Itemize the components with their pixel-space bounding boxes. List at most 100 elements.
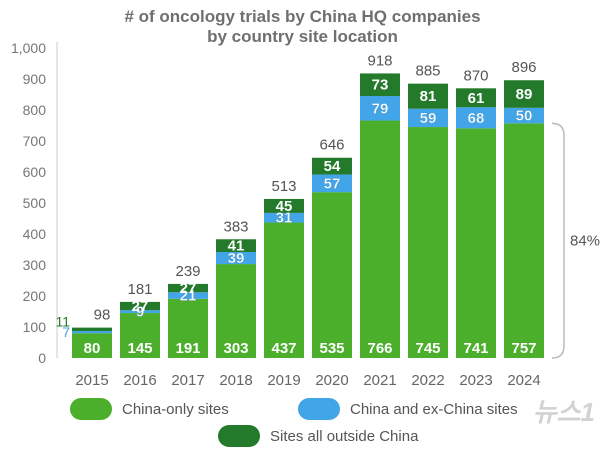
bar-segment-2019-1: [264, 212, 304, 223]
legend-item-outside-china: Sites all outside China: [218, 425, 418, 447]
total-label: 239: [175, 263, 200, 280]
data-label-china-only: 741: [463, 340, 488, 357]
data-label-china-and-ex-china: 50: [516, 108, 533, 125]
data-label-china-and-ex-china: 39: [228, 250, 245, 267]
data-label-outside-china: 45: [276, 198, 293, 215]
legend-item-china-only: China-only sites: [70, 398, 229, 420]
bar-segment-2019-2: [264, 198, 304, 213]
x-tick-label: 2017: [171, 372, 204, 389]
bar-segment-2023-1: [456, 107, 496, 129]
bar-segment-2015-0: [72, 333, 112, 358]
x-tick-label: 2022: [411, 372, 444, 389]
x-tick-label: 2018: [219, 372, 252, 389]
legend-swatch-china-only: [70, 398, 112, 420]
y-tick-label: 700: [23, 133, 47, 149]
bar-segment-2021-0: [360, 120, 400, 358]
bar-segment-2016-1: [120, 310, 160, 314]
bar-segment-2024-0: [504, 123, 544, 358]
y-tick-label: 600: [23, 164, 47, 180]
total-label: 513: [271, 178, 296, 195]
x-tick-label: 2024: [507, 372, 540, 389]
bar-segment-2017-0: [168, 298, 208, 358]
data-label-china-and-ex-china: 57: [324, 175, 341, 192]
data-label-outside-china: 41: [228, 238, 245, 255]
bar-segment-2019-0: [264, 222, 304, 358]
total-label: 918: [367, 52, 392, 69]
data-label-china-and-ex-china: 9: [136, 304, 144, 321]
data-label-china-and-ex-china: 21: [180, 288, 197, 305]
bar-segment-2021-1: [360, 96, 400, 121]
total-label: 646: [319, 137, 344, 154]
data-label-outside-china: 54: [324, 158, 341, 175]
bar-segment-2020-0: [312, 192, 352, 358]
bar-segment-2022-0: [408, 127, 448, 358]
bar-segment-2017-1: [168, 292, 208, 299]
data-label-china-only: 745: [415, 340, 440, 357]
total-label: 870: [463, 67, 488, 84]
bar-segment-2015-2: [72, 327, 112, 332]
data-label-china-only: 80: [84, 340, 101, 357]
bar-segment-2018-0: [216, 264, 256, 358]
total-label: 181: [127, 281, 152, 298]
data-label-china-only: 535: [319, 340, 344, 357]
legend-label-outside-china: Sites all outside China: [270, 427, 419, 445]
y-tick-label: 1,000: [11, 40, 46, 56]
total-label: 383: [223, 218, 248, 235]
data-label-china-and-ex-china: 68: [468, 110, 485, 127]
bar-segment-2024-1: [504, 107, 544, 124]
data-label-china-and-ex-china: 59: [420, 110, 437, 127]
bar-segment-2017-2: [168, 283, 208, 293]
total-label: 885: [415, 63, 440, 80]
y-tick-label: 800: [23, 102, 47, 118]
data-label-outside-china: 89: [516, 86, 533, 103]
data-label-china-and-ex-china: 79: [372, 100, 389, 117]
bar-segment-2020-1: [312, 174, 352, 193]
annotation-bracket: [551, 122, 565, 359]
bar-segment-2023-0: [456, 128, 496, 358]
legend-swatch-china-and-ex-china: [298, 398, 340, 420]
data-label-outside-china: 27: [132, 298, 149, 315]
x-tick-label: 2016: [123, 372, 156, 389]
data-label-china-only: 303: [223, 340, 248, 357]
legend-label-china-and-ex-china: China and ex-China sites: [350, 400, 518, 418]
annotation-label: 84%: [570, 233, 600, 250]
data-label-china-and-ex-china: 7: [62, 324, 70, 340]
data-label-outside-china: 27: [180, 280, 197, 297]
bar-segment-2015-1: [72, 331, 112, 334]
data-label-china-only: 766: [367, 340, 392, 357]
y-tick-label: 100: [23, 319, 47, 335]
data-label-outside-china: 11: [55, 314, 70, 330]
legend-label-china-only: China-only sites: [122, 400, 229, 418]
bar-segment-2023-2: [456, 88, 496, 108]
legend-item-china-and-ex-china: China and ex-China sites: [298, 398, 518, 420]
x-tick-label: 2019: [267, 372, 300, 389]
watermark-logo: 뉴스1: [532, 397, 595, 427]
bar-segment-2022-1: [408, 108, 448, 128]
x-tick-label: 2020: [315, 372, 348, 389]
y-tick-label: 300: [23, 257, 47, 273]
bar-segment-2018-1: [216, 251, 256, 265]
x-tick-label: 2015: [75, 372, 108, 389]
chart-title: # of oncology trials by China HQ compani…: [124, 7, 481, 26]
bar-segment-2018-2: [216, 239, 256, 252]
bar-segment-2021-2: [360, 73, 400, 97]
data-label-china-only: 191: [175, 340, 200, 357]
bar-segment-2022-2: [408, 83, 448, 109]
data-label-outside-china: 81: [420, 88, 437, 105]
data-label-china-only: 437: [271, 340, 296, 357]
x-tick-label: 2021: [363, 372, 396, 389]
bar-segment-2020-2: [312, 157, 352, 175]
bar-segment-2016-0: [120, 313, 160, 358]
data-label-china-and-ex-china: 31: [276, 210, 293, 227]
y-tick-label: 0: [38, 350, 46, 366]
total-label: 896: [511, 59, 536, 76]
y-tick-label: 900: [23, 71, 47, 87]
bar-segment-2024-2: [504, 80, 544, 108]
legend-swatch-outside-china: [218, 425, 260, 447]
chart-subtitle: by country site location: [207, 27, 398, 46]
y-tick-label: 500: [23, 195, 47, 211]
data-label-outside-china: 61: [468, 90, 485, 107]
y-tick-label: 200: [23, 288, 47, 304]
data-label-china-only: 145: [127, 340, 152, 357]
